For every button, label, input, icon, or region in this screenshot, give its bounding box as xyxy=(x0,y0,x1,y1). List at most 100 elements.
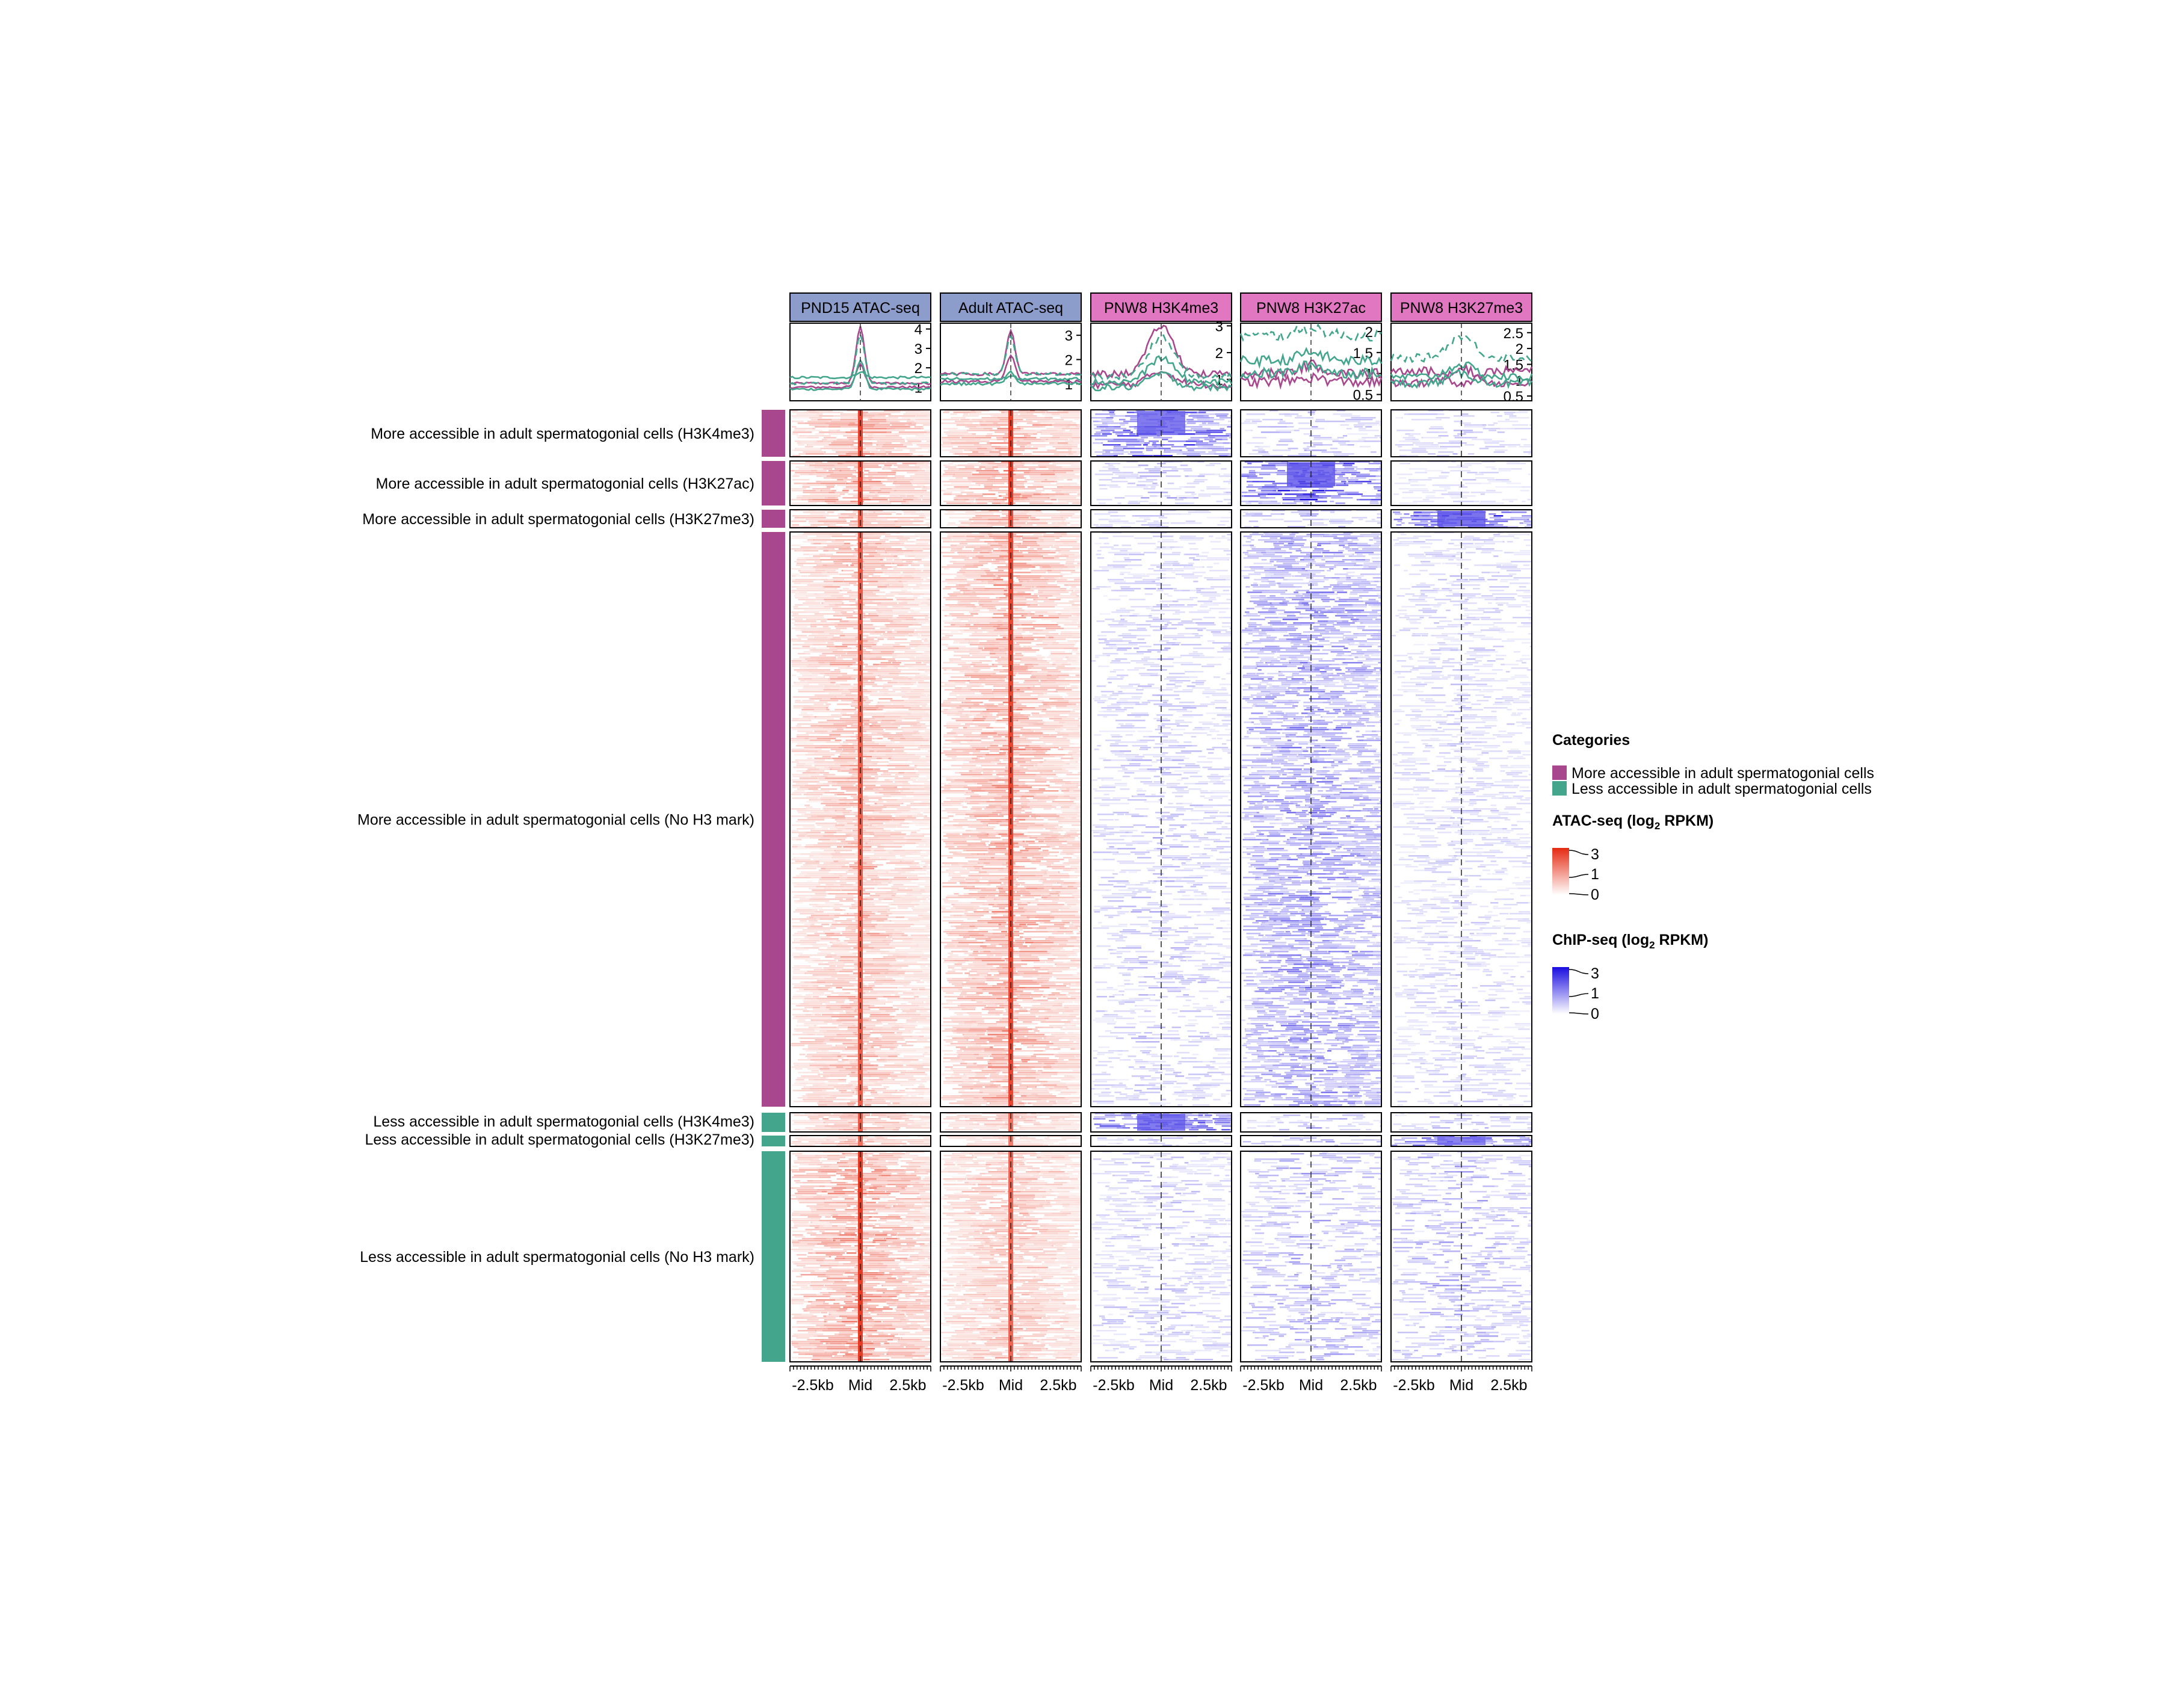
heatmap-streak xyxy=(816,1034,837,1036)
heatmap-streak xyxy=(830,776,851,778)
heatmap-streak xyxy=(869,826,876,828)
heatmap-streak xyxy=(927,424,931,426)
heatmap-streak xyxy=(867,815,892,817)
heatmap-streak xyxy=(825,662,830,664)
heatmap-streak xyxy=(813,992,824,994)
heatmap-streak xyxy=(824,586,840,588)
heatmap-streak xyxy=(875,776,898,778)
heatmap-streak xyxy=(872,983,881,985)
heatmap-streak xyxy=(865,962,889,963)
heatmap-streak xyxy=(823,626,829,628)
heatmap-streak xyxy=(822,493,840,495)
heatmap-streak xyxy=(854,963,873,965)
heatmap-streak xyxy=(802,646,810,648)
heatmap-streak xyxy=(887,1056,897,1057)
heatmap-streak xyxy=(920,904,931,906)
heatmap-streak xyxy=(829,965,836,967)
heatmap-streak xyxy=(830,441,854,442)
heatmap-streak xyxy=(793,696,817,698)
heatmap-streak xyxy=(866,933,880,935)
heatmap-streak xyxy=(821,481,847,483)
heatmap-streak xyxy=(872,646,893,648)
heatmap-streak xyxy=(925,1036,931,1037)
heatmap-streak xyxy=(805,653,810,655)
heatmap-streak xyxy=(868,648,894,649)
heatmap-streak xyxy=(882,805,900,806)
heatmap-streak xyxy=(921,635,931,637)
heatmap-streak xyxy=(871,517,880,519)
heatmap-streak xyxy=(831,732,853,734)
heatmap-streak xyxy=(831,541,844,543)
heatmap-streak xyxy=(791,750,818,752)
heatmap-streak xyxy=(836,810,851,812)
heatmap-streak xyxy=(868,898,874,900)
heatmap-streak xyxy=(872,738,877,740)
heatmap-streak xyxy=(835,611,841,613)
heatmap-streak xyxy=(825,673,847,675)
heatmap-streak xyxy=(810,626,817,628)
heatmap-streak xyxy=(835,819,853,821)
heatmap-streak xyxy=(828,426,841,428)
heatmap-streak xyxy=(911,1061,931,1063)
heatmap-streak xyxy=(797,897,806,898)
heatmap-streak xyxy=(818,875,832,877)
heatmap-streak xyxy=(827,619,842,620)
heatmap-streak xyxy=(836,604,850,606)
heatmap-streak xyxy=(917,439,931,441)
heatmap-streak xyxy=(834,879,846,880)
heatmap-streak xyxy=(802,700,814,702)
heatmap-streak xyxy=(913,792,931,794)
heatmap-streak xyxy=(819,909,834,911)
heatmap-streak xyxy=(872,987,896,989)
heatmap-streak xyxy=(834,709,842,711)
heatmap-streak xyxy=(853,669,872,671)
heatmap-streak xyxy=(795,597,808,599)
heatmap-streak xyxy=(875,747,895,749)
heatmap-streak xyxy=(898,752,907,754)
heatmap-streak xyxy=(824,453,847,455)
heatmap-streak xyxy=(791,738,805,740)
heatmap-streak xyxy=(865,971,870,972)
heatmap-streak xyxy=(898,907,908,909)
heatmap-streak xyxy=(841,884,853,886)
heatmap-streak xyxy=(825,588,835,590)
heatmap-streak xyxy=(862,502,891,504)
heatmap-streak xyxy=(797,736,825,738)
heatmap-streak xyxy=(850,1012,877,1014)
heatmap-streak xyxy=(912,821,931,823)
heatmap-streak xyxy=(868,965,892,967)
heatmap-streak xyxy=(863,994,891,996)
heatmap-streak xyxy=(794,617,808,619)
heatmap-streak xyxy=(848,583,856,584)
heatmap-streak xyxy=(792,1003,800,1005)
profile-y-tick-label: 2 xyxy=(915,360,922,377)
heatmap-streak xyxy=(921,644,931,646)
heatmap-streak xyxy=(800,898,810,900)
heatmap-streak xyxy=(795,848,820,850)
heatmap-streak xyxy=(895,951,922,953)
heatmap-streak xyxy=(800,441,816,442)
heatmap-streak xyxy=(831,853,858,855)
heatmap-streak xyxy=(814,922,828,924)
heatmap-streak xyxy=(886,548,902,550)
heatmap-streak xyxy=(829,572,838,573)
heatmap-streak xyxy=(893,611,908,613)
heatmap-streak xyxy=(848,1059,856,1061)
heatmap-streak xyxy=(905,913,921,915)
heatmap-streak xyxy=(878,608,902,610)
heatmap-streak xyxy=(896,1050,919,1052)
heatmap-streak xyxy=(872,629,892,631)
heatmap-streak xyxy=(804,805,810,806)
heatmap-streak xyxy=(899,694,926,696)
heatmap-streak xyxy=(913,1057,931,1059)
heatmap-streak xyxy=(881,662,892,664)
heatmap-streak xyxy=(886,745,903,747)
heatmap-streak xyxy=(885,536,903,537)
heatmap-streak xyxy=(863,855,880,857)
heatmap-streak xyxy=(924,738,931,740)
heatmap-streak xyxy=(838,657,862,658)
heatmap-streak xyxy=(888,660,896,662)
heatmap-streak xyxy=(791,859,811,861)
heatmap-streak xyxy=(807,880,812,882)
heatmap-streak xyxy=(841,768,850,770)
